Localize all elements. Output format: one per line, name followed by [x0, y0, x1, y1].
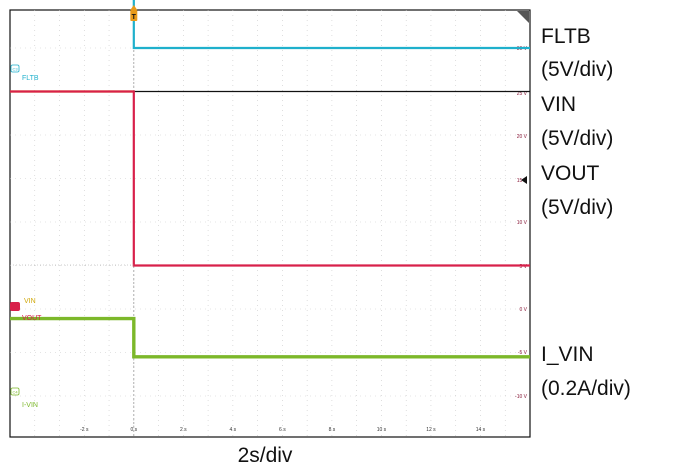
ivin-channel-chip-text: C4 [12, 390, 18, 395]
fltb-channel-chip: C3 [10, 64, 20, 73]
x-tick-labels: -2 s 0 s 2 s 4 s 6 s 8 s 10 s 12 s 14 s [80, 427, 486, 433]
ivin-channel-chip: C4 [10, 387, 20, 396]
corner-triangle [517, 11, 529, 23]
fltb-channel-label: FLTB [22, 75, 39, 82]
x-tick-label: 2 s [180, 427, 187, 433]
i_vin-trace [10, 316, 530, 359]
right-axis-label: 0 V [519, 307, 527, 313]
x-tick-label: 12 s [426, 427, 436, 433]
trigger-marker-tip [130, 5, 138, 10]
ivin-label: I_VIN [541, 343, 594, 366]
vout-channel-chip [10, 302, 20, 311]
right-axis-label: 25 V [517, 91, 528, 97]
x-tick-label: 6 s [279, 427, 286, 433]
x-tick-label: 4 s [230, 427, 237, 433]
vout-trace [10, 90, 530, 267]
ivin-channel-chip-box [10, 387, 20, 396]
x-scale-label: 2s/div [237, 444, 293, 467]
fltb-channel-chip-box [10, 64, 20, 73]
trigger-marker-letter: T [132, 14, 137, 21]
right-axis-label: 5 V [519, 264, 527, 270]
right-axis-label: 15 V [517, 178, 528, 184]
right-axis-label: -5 V [518, 350, 528, 356]
channel-labels: C3 FLTB VIN VOUT C4 I-VIN [10, 64, 42, 409]
vout-label: VOUT [541, 162, 600, 185]
fltb-label: FLTB [541, 25, 591, 48]
right-axis-label: 20 V [517, 134, 528, 140]
trigger-marker [130, 10, 138, 21]
x-tick-label: 14 s [476, 427, 486, 433]
x-tick-label: -2 s [80, 427, 89, 433]
vin-scale-label: (5V/div) [541, 127, 614, 150]
x-tick-label: 10 s [377, 427, 387, 433]
vin-channel-label: VIN [24, 298, 36, 305]
vout-scale-label: (5V/div) [541, 196, 614, 219]
x-tick-label: 0 s [130, 427, 137, 433]
right-axis-label: 10 V [517, 220, 528, 226]
vout-channel-label: VOUT [22, 315, 42, 322]
fltb-scale-label: (5V/div) [541, 58, 614, 81]
right-axis-label: -10 V [515, 394, 528, 400]
scope-frame [9, 9, 531, 438]
level-arrow [521, 176, 527, 184]
markers: T [130, 5, 529, 184]
x-tick-label: 8 s [329, 427, 336, 433]
ivin-scale-label: (0.2A/div) [541, 377, 631, 400]
ivin-channel-label: I-VIN [22, 402, 38, 409]
fltb-channel-chip-text: C3 [12, 67, 18, 72]
vin-label: VIN [541, 93, 577, 116]
